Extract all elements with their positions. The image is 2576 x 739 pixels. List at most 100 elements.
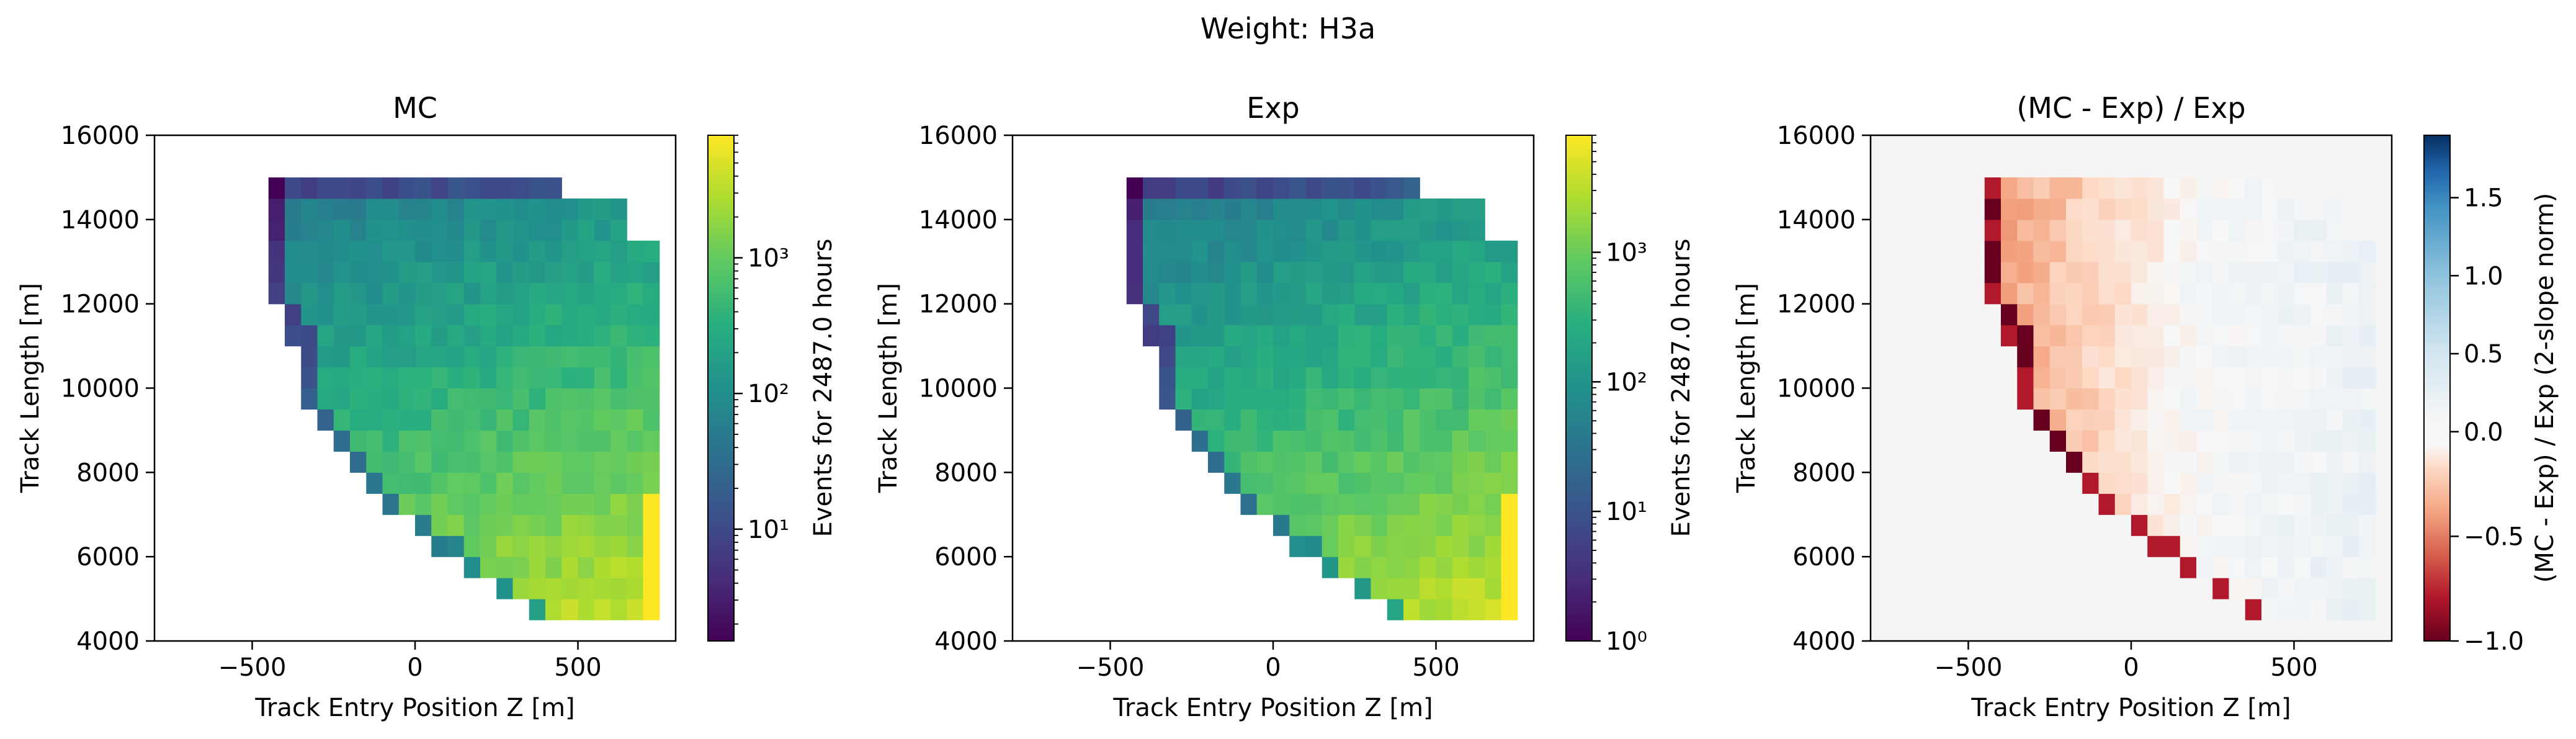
heatmap-cell [496, 219, 514, 241]
heatmap-cell [1256, 388, 1274, 410]
heatmap-cell [2245, 282, 2262, 305]
heatmap-cell [2001, 261, 2018, 284]
heatmap-cell [415, 388, 432, 410]
heatmap-cell [643, 325, 660, 347]
heatmap-cell [496, 578, 514, 599]
heatmap-cell [529, 282, 546, 305]
heatmap-cell [2310, 599, 2327, 620]
heatmap-cell [1208, 409, 1225, 431]
heatmap-cell [2245, 430, 2262, 452]
heatmap-cell [382, 388, 400, 410]
panel-ratio-ylabel: Track Length [m] [1732, 283, 1761, 493]
heatmap-cell [1191, 388, 1209, 410]
heatmap-cell [2261, 430, 2278, 452]
panel-exp-colorbar-label: Events for 2487.0 hours [1667, 239, 1696, 537]
x-tick-label: 0 [1265, 653, 1281, 682]
heatmap-cell [382, 198, 400, 220]
heatmap-cell [2180, 535, 2197, 557]
heatmap-cell [2147, 325, 2165, 347]
heatmap-cell [431, 177, 449, 199]
y-tick-label: 16000 [919, 122, 998, 150]
heatmap-cell [1338, 430, 1355, 452]
heatmap-cell [1485, 430, 1502, 452]
heatmap-cell [2359, 514, 2376, 536]
heatmap-cell [2082, 388, 2100, 410]
heatmap-cell [2343, 325, 2360, 347]
heatmap-cell [1452, 535, 1469, 557]
heatmap-cell [382, 219, 400, 241]
heatmap-cell [578, 409, 595, 431]
heatmap-cell [2049, 219, 2067, 241]
heatmap-cell [2278, 557, 2295, 578]
heatmap-cell [2131, 240, 2148, 262]
heatmap-cell [2196, 325, 2213, 347]
heatmap-cell [2033, 303, 2051, 326]
heatmap-cell [643, 451, 660, 473]
heatmap-cell [1305, 514, 1323, 536]
heatmap-cell [447, 198, 465, 220]
heatmap-cell [1387, 557, 1404, 578]
heatmap-cell [1305, 325, 1323, 347]
heatmap-cell [1191, 303, 1209, 326]
heatmap-cell [1354, 430, 1372, 452]
y-tick-label: 12000 [1777, 290, 1856, 319]
heatmap-cell [643, 240, 660, 262]
heatmap-cell [1305, 430, 1323, 452]
heatmap-cell [1256, 409, 1274, 431]
heatmap-cell [529, 493, 546, 515]
heatmap-cell [1175, 282, 1192, 305]
heatmap-cell [2245, 472, 2262, 494]
heatmap-cell [2310, 578, 2327, 599]
heatmap-cell [285, 198, 302, 220]
heatmap-cell [1387, 599, 1404, 620]
heatmap-cell [2212, 325, 2230, 347]
heatmap-cell [2212, 430, 2230, 452]
heatmap-cell [1403, 535, 1420, 557]
heatmap-cell [2001, 325, 2018, 347]
heatmap-cell [561, 198, 579, 220]
heatmap-cell [2294, 282, 2311, 305]
heatmap-cell [415, 261, 432, 284]
heatmap-cell [1322, 493, 1339, 515]
heatmap-cell [1305, 472, 1323, 494]
heatmap-cell [1256, 303, 1274, 326]
heatmap-cell [496, 409, 514, 431]
heatmap-cell [431, 346, 449, 368]
heatmap-cell [2114, 451, 2132, 473]
heatmap-cell [2245, 493, 2262, 515]
heatmap-cell [2147, 219, 2165, 241]
heatmap-cell [2327, 535, 2343, 557]
heatmap-cell [1469, 325, 1485, 347]
heatmap-cell [2131, 282, 2148, 305]
heatmap-cell [431, 493, 449, 515]
heatmap-cell [301, 303, 318, 326]
heatmap-cell [2310, 535, 2327, 557]
heatmap-cell [2147, 346, 2165, 368]
heatmap-cell [398, 261, 416, 284]
heatmap-cell [1224, 325, 1241, 347]
heatmap-cell [1322, 198, 1339, 220]
heatmap-cell [627, 557, 644, 578]
heatmap-cell [529, 219, 546, 241]
colorbar-tick-label: 10² [1606, 368, 1647, 396]
heatmap-cell [447, 514, 465, 536]
heatmap-cell [1256, 451, 1274, 473]
heatmap-cell [561, 578, 579, 599]
heatmap-cell [1240, 282, 1258, 305]
heatmap-cell [1273, 240, 1290, 262]
heatmap-cell [1159, 177, 1176, 199]
heatmap-cell [1322, 514, 1339, 536]
heatmap-cell [1501, 578, 1518, 599]
heatmap-cell [2261, 493, 2278, 515]
heatmap-cell [480, 240, 497, 262]
heatmap-cell [2066, 451, 2083, 473]
heatmap-cell [1501, 282, 1518, 305]
heatmap-cell [1175, 303, 1192, 326]
heatmap-cell [1485, 388, 1502, 410]
heatmap-cell [2229, 303, 2246, 326]
colorbar-tick-label: −1.0 [2464, 627, 2524, 656]
heatmap-cell [545, 493, 562, 515]
heatmap-cell [2359, 346, 2376, 368]
heatmap-cell [1485, 240, 1502, 262]
heatmap-cell [1208, 325, 1225, 347]
